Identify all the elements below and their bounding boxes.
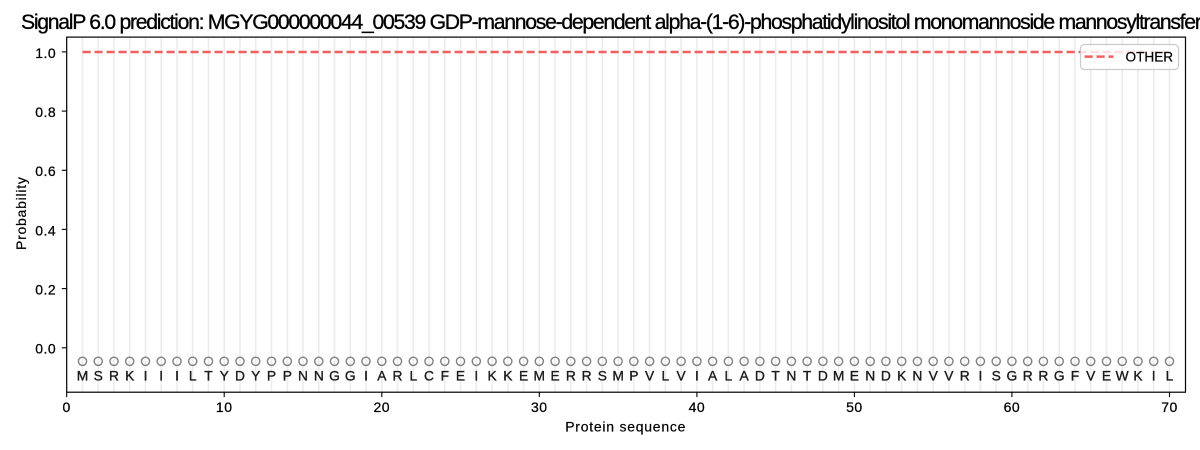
svg-text:S: S: [94, 369, 103, 384]
svg-text:E: E: [850, 369, 859, 384]
svg-text:S: S: [598, 369, 607, 384]
svg-text:I: I: [695, 369, 699, 384]
svg-text:0: 0: [63, 399, 71, 415]
svg-text:P: P: [283, 369, 292, 384]
svg-text:R: R: [566, 369, 576, 384]
svg-text:E: E: [456, 369, 465, 384]
svg-text:SignalP 6.0 prediction: MGYG00: SignalP 6.0 prediction: MGYG000000044_00…: [21, 11, 1200, 34]
svg-text:1.0: 1.0: [35, 45, 56, 61]
svg-text:I: I: [144, 369, 148, 384]
svg-text:I: I: [1152, 369, 1156, 384]
svg-text:I: I: [474, 369, 478, 384]
svg-text:40: 40: [689, 399, 706, 415]
svg-text:P: P: [267, 369, 276, 384]
svg-text:V: V: [676, 369, 686, 384]
svg-text:G: G: [1054, 369, 1065, 384]
svg-text:V: V: [1086, 369, 1096, 384]
svg-text:T: T: [771, 369, 780, 384]
svg-text:0.4: 0.4: [35, 222, 56, 238]
svg-text:T: T: [803, 369, 812, 384]
svg-text:I: I: [364, 369, 368, 384]
svg-text:D: D: [818, 369, 828, 384]
svg-text:A: A: [708, 369, 718, 384]
svg-text:L: L: [189, 369, 197, 384]
svg-text:N: N: [786, 369, 796, 384]
svg-text:60: 60: [1004, 399, 1021, 415]
svg-text:50: 50: [846, 399, 863, 415]
svg-text:R: R: [109, 369, 119, 384]
svg-text:R: R: [960, 369, 970, 384]
svg-text:Y: Y: [251, 369, 260, 384]
svg-text:E: E: [519, 369, 528, 384]
svg-text:D: D: [755, 369, 765, 384]
svg-text:30: 30: [531, 399, 548, 415]
svg-text:20: 20: [374, 399, 391, 415]
svg-text:L: L: [1166, 369, 1174, 384]
svg-text:L: L: [409, 369, 417, 384]
svg-text:R: R: [582, 369, 592, 384]
svg-text:E: E: [550, 369, 559, 384]
svg-text:Probability: Probability: [13, 176, 29, 250]
svg-text:R: R: [393, 369, 403, 384]
svg-text:W: W: [1116, 369, 1129, 384]
svg-text:K: K: [897, 369, 907, 384]
svg-text:I: I: [175, 369, 179, 384]
svg-text:T: T: [204, 369, 213, 384]
svg-text:Y: Y: [220, 369, 229, 384]
svg-text:L: L: [725, 369, 733, 384]
svg-text:G: G: [329, 369, 340, 384]
svg-text:E: E: [1102, 369, 1111, 384]
svg-text:70: 70: [1161, 399, 1178, 415]
svg-text:M: M: [77, 369, 89, 384]
svg-text:V: V: [645, 369, 655, 384]
svg-text:0.8: 0.8: [35, 104, 56, 120]
svg-text:N: N: [865, 369, 875, 384]
svg-text:0.6: 0.6: [35, 163, 56, 179]
svg-text:I: I: [159, 369, 163, 384]
svg-text:K: K: [125, 369, 135, 384]
svg-text:M: M: [612, 369, 624, 384]
svg-text:V: V: [944, 369, 954, 384]
svg-text:D: D: [881, 369, 891, 384]
svg-text:D: D: [235, 369, 245, 384]
svg-text:R: R: [1023, 369, 1033, 384]
svg-text:OTHER: OTHER: [1126, 50, 1174, 65]
svg-text:M: M: [534, 369, 546, 384]
svg-text:S: S: [992, 369, 1001, 384]
svg-text:L: L: [662, 369, 670, 384]
svg-text:G: G: [1007, 369, 1018, 384]
svg-text:G: G: [345, 369, 356, 384]
svg-text:0.2: 0.2: [35, 282, 56, 298]
svg-text:K: K: [503, 369, 513, 384]
svg-text:V: V: [929, 369, 939, 384]
svg-text:N: N: [298, 369, 308, 384]
svg-text:0.0: 0.0: [35, 341, 56, 357]
svg-text:F: F: [441, 369, 449, 384]
svg-text:K: K: [1133, 369, 1143, 384]
svg-text:F: F: [1071, 369, 1079, 384]
svg-text:R: R: [1038, 369, 1048, 384]
svg-text:K: K: [487, 369, 497, 384]
svg-text:N: N: [912, 369, 922, 384]
svg-text:C: C: [424, 369, 434, 384]
svg-text:N: N: [314, 369, 324, 384]
svg-text:I: I: [978, 369, 982, 384]
svg-text:Protein sequence: Protein sequence: [565, 418, 686, 434]
svg-text:A: A: [739, 369, 749, 384]
svg-text:P: P: [629, 369, 638, 384]
svg-text:A: A: [377, 369, 387, 384]
svg-text:M: M: [833, 369, 845, 384]
svg-text:10: 10: [216, 399, 233, 415]
